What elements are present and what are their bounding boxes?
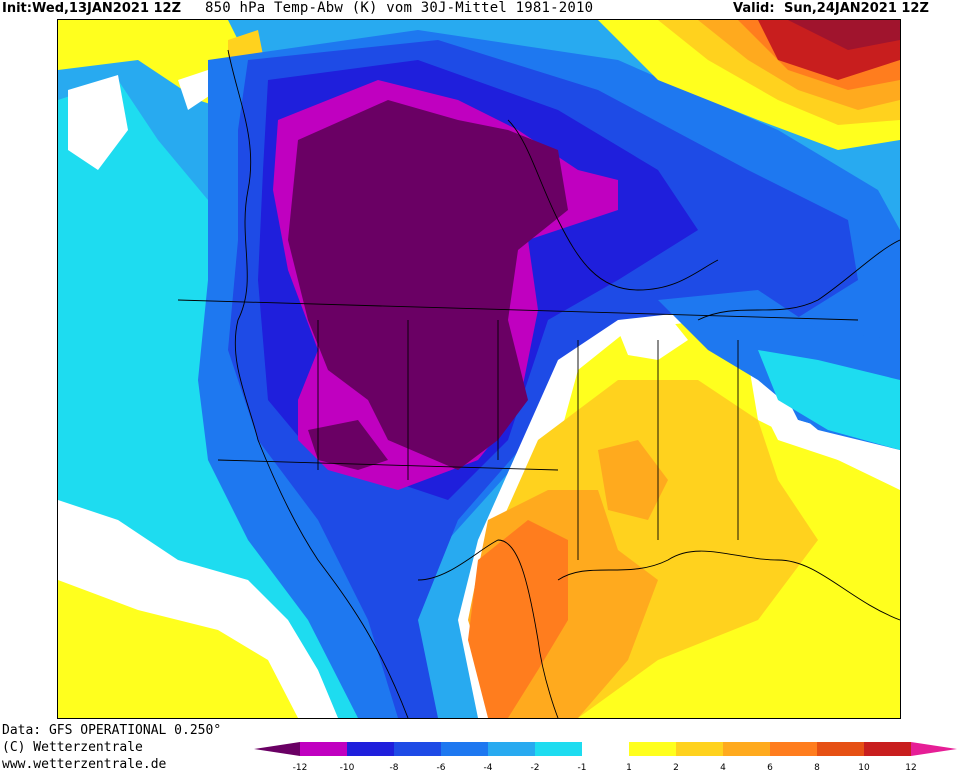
color-legend: -12 -10 -8 -6 -4 -2 -1 1 2 4 6 8 10 12 — [252, 740, 960, 774]
legend-swatch — [394, 742, 441, 756]
init-label: Init: — [2, 1, 32, 16]
legend-tick-label: -8 — [390, 763, 399, 773]
legend-swatch — [676, 742, 723, 756]
legend-swatch — [535, 742, 582, 756]
website-credit: www.wetterzentrale.de — [2, 757, 167, 772]
legend-swatch — [347, 742, 394, 756]
greenland-west-white — [68, 75, 128, 170]
map-header: Init: Wed,13JAN2021 12Z 850 hPa Temp-Abw… — [0, 0, 961, 18]
legend-tick-label: 2 — [673, 763, 679, 773]
legend-swatch — [770, 742, 817, 756]
legend-swatch — [300, 742, 347, 756]
legend-swatch — [629, 742, 676, 756]
legend-tick-label: 4 — [720, 763, 726, 773]
legend-tick-label: 6 — [767, 763, 773, 773]
legend-swatch — [864, 742, 911, 756]
legend-arrow-high — [911, 742, 957, 756]
east-cyan-region — [758, 350, 900, 450]
caribbean-white-band — [758, 400, 900, 490]
legend-tick-label: -1 — [578, 763, 587, 773]
legend-tick-label: -10 — [340, 763, 355, 773]
legend-swatch — [441, 742, 488, 756]
temperature-anomaly-map — [57, 19, 901, 719]
cold-core-southwest-lobe — [308, 420, 388, 470]
data-source-credit: Data: GFS OPERATIONAL 0.250° — [2, 723, 222, 738]
legend-tick-label: 10 — [858, 763, 870, 773]
map-outlines — [177, 49, 900, 718]
copyright-credit: (C) Wetterzentrale — [2, 740, 143, 755]
legend-swatch — [817, 742, 864, 756]
legend-tick-label: -12 — [293, 763, 308, 773]
init-time: Wed,13JAN2021 12Z — [32, 1, 182, 16]
legend-swatch — [488, 742, 535, 756]
valid-time: Sun,24JAN2021 12Z — [784, 1, 929, 16]
valid-label: Valid: — [733, 1, 775, 16]
pacific-yellow-region — [58, 580, 298, 718]
legend-tick-label: -2 — [531, 763, 540, 773]
legend-tick-label: 12 — [905, 763, 916, 773]
legend-tick-label: -6 — [437, 763, 446, 773]
legend-swatch — [723, 742, 770, 756]
legend-tick-label: 8 — [814, 763, 820, 773]
legend-swatch — [582, 742, 629, 756]
legend-arrow-low — [254, 742, 300, 756]
credits: Data: GFS OPERATIONAL 0.250° (C) Wetterz… — [2, 722, 221, 773]
map-title: 850 hPa Temp-Abw (K) vom 30J-Mittel 1981… — [205, 0, 594, 16]
northeast-crimson-core — [788, 20, 900, 50]
legend-tick-label: 1 — [626, 763, 632, 773]
great-lakes-white-patch — [618, 315, 688, 360]
southeast-inner-orange — [598, 440, 668, 520]
legend-tick-label: -4 — [484, 763, 493, 773]
texas-dark-orange-region — [468, 520, 568, 718]
